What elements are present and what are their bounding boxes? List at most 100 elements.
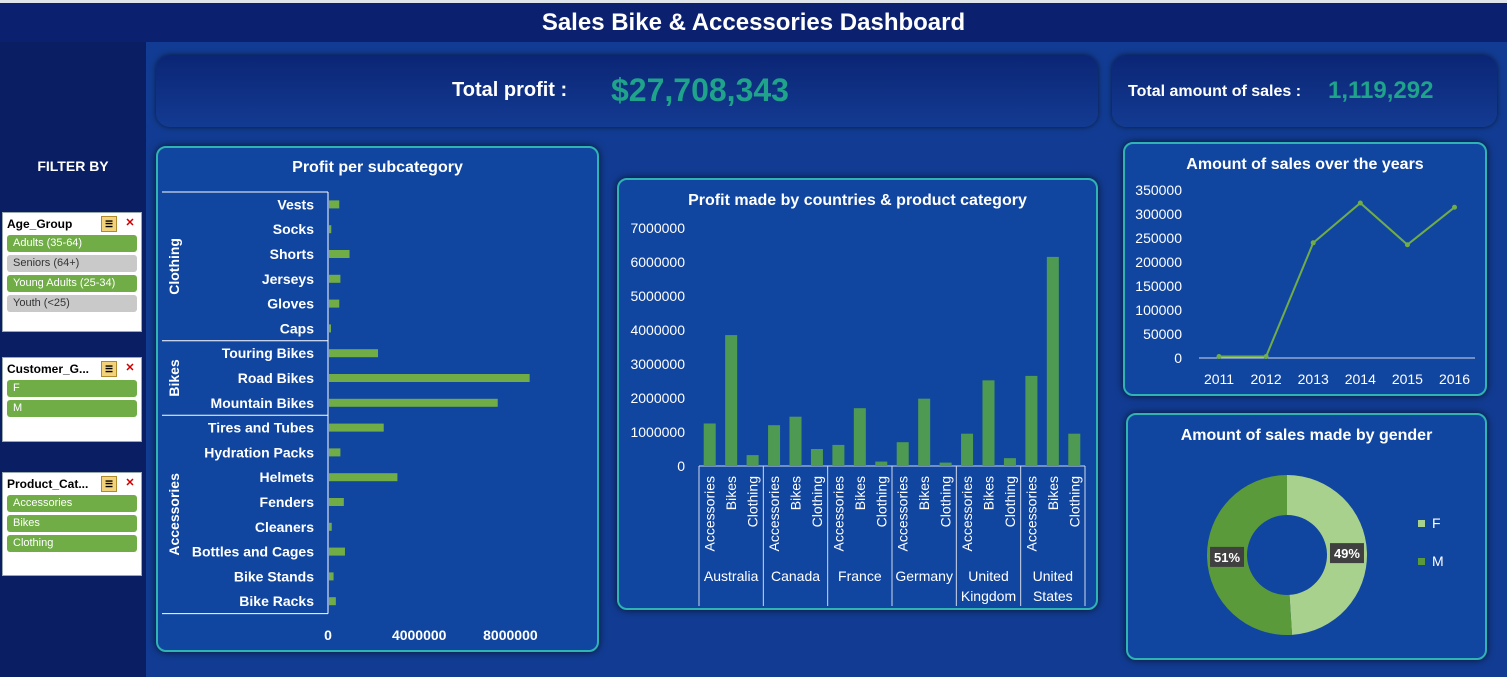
x-tick-label: 2015 (1392, 371, 1423, 387)
bar (789, 416, 802, 466)
bar (329, 423, 384, 432)
y-tick-label: 150000 (1135, 278, 1182, 294)
subcategory-label: Bikes (788, 476, 804, 510)
subcategory-label: Clothing (873, 476, 889, 527)
subcategory-label: Bikes (916, 476, 932, 510)
chart-title: Profit made by countries & product categ… (688, 192, 1027, 209)
y-tick-label: 350000 (1135, 182, 1182, 198)
bar (961, 433, 974, 466)
bar (329, 547, 345, 556)
category-label: Bottles and Cages (192, 544, 314, 560)
category-label: Tires and Tubes (208, 420, 314, 436)
slicer-item[interactable]: Accessories (7, 495, 137, 512)
country-label: United (968, 568, 1008, 584)
bar (329, 374, 530, 382)
bar (939, 462, 952, 466)
bar (329, 200, 340, 209)
data-point (1404, 242, 1410, 248)
bar (725, 335, 738, 466)
category-label: Mountain Bikes (211, 395, 315, 411)
donut-slice (1287, 475, 1367, 635)
bar (896, 442, 909, 466)
slicer-product-category[interactable]: Product_Cat... ☰ ✕ Accessories Bikes Clo… (2, 472, 142, 576)
country-label: Germany (895, 568, 953, 584)
y-tick-label: 5000000 (630, 288, 685, 304)
data-point (1216, 354, 1222, 360)
category-label: Jerseys (262, 271, 314, 287)
category-label: Hydration Packs (204, 444, 314, 460)
legend-label: F (1432, 515, 1441, 531)
slicer-item[interactable]: Youth (<25) (7, 295, 137, 312)
bar (329, 225, 332, 234)
panel-profit-subcategory: Profit per subcategory Vests Socks Shorts J… (156, 146, 599, 652)
category-label: Shorts (270, 246, 315, 262)
y-tick-label: 300000 (1135, 206, 1182, 222)
y-tick-label: 4000000 (630, 322, 685, 338)
bar (329, 324, 331, 333)
subcategory-label: Accessories (1023, 476, 1039, 551)
clear-filter-icon[interactable]: ✕ (125, 362, 135, 374)
slicer-item[interactable]: Young Adults (25-34) (7, 275, 137, 292)
data-label: 51% (1214, 550, 1240, 565)
category-label: Helmets (260, 469, 315, 485)
data-label: 49% (1334, 546, 1360, 561)
filter-by-heading: FILTER BY (37, 158, 109, 174)
data-point (1310, 240, 1316, 246)
legend-swatch (1418, 558, 1425, 565)
slicer-item[interactable]: Seniors (64+) (7, 255, 137, 272)
slicer-item[interactable]: Clothing (7, 535, 137, 552)
x-tick-label: 4000000 (392, 627, 447, 643)
clear-filter-icon[interactable]: ✕ (125, 217, 135, 229)
bar (810, 449, 823, 466)
bar (1025, 375, 1038, 466)
category-label: Bike Racks (239, 593, 314, 609)
bar (832, 444, 845, 466)
category-label: Cleaners (255, 519, 314, 535)
kpi-value: $27,708,343 (611, 72, 789, 108)
bar (329, 572, 334, 581)
slicer-age-group[interactable]: Age_Group ☰ ✕ Adults (35-64) Seniors (64… (2, 212, 142, 332)
subcategory-label: Accessories (959, 476, 975, 551)
chart-title: Amount of sales over the years (1186, 156, 1424, 173)
data-point (1452, 204, 1458, 210)
bar (703, 423, 716, 466)
y-tick-label: 0 (677, 458, 685, 474)
bar (768, 425, 781, 466)
bar (1068, 433, 1081, 466)
subcategory-label: Clothing (938, 476, 954, 527)
subcategory-label: Accessories (895, 476, 911, 551)
x-tick-label: 2016 (1439, 371, 1470, 387)
kpi-total-profit: Total profit : $27,708,343 (156, 55, 1098, 127)
subcategory-label: Bikes (1045, 476, 1061, 510)
country-label: Kingdom (961, 588, 1016, 604)
data-point (1263, 354, 1269, 360)
kpi-label: Total amount of sales : (1128, 83, 1302, 100)
bar (329, 398, 498, 407)
data-label-box (1329, 543, 1364, 564)
x-tick-label: 8000000 (483, 627, 538, 643)
multi-select-icon[interactable]: ☰ (101, 476, 117, 492)
y-tick-label: 200000 (1135, 254, 1182, 270)
slicer-item[interactable]: M (7, 400, 137, 417)
slicer-header: Product_Cat... ☰ ✕ (3, 473, 141, 495)
multi-select-icon[interactable]: ☰ (101, 361, 117, 377)
chart-title: Amount of sales made by gender (1180, 427, 1433, 444)
subcategory-label: Bikes (723, 476, 739, 510)
spreadsheet-grid-row (0, 0, 1507, 3)
slicer-item[interactable]: Adults (35-64) (7, 235, 137, 252)
slicer-title: Customer_G... (7, 362, 90, 376)
category-label: Gloves (267, 296, 314, 312)
category-label: Fenders (260, 494, 315, 510)
multi-select-icon[interactable]: ☰ (101, 216, 117, 232)
slicer-customer-gender[interactable]: Customer_G... ☰ ✕ F M (2, 357, 142, 442)
bar (1003, 458, 1016, 466)
slicer-item[interactable]: Bikes (7, 515, 137, 532)
panel-sales-gender: Amount of sales made by gender 49% 51% F M (1126, 413, 1487, 660)
panel-profit-countries: Profit made by countries & product categ… (617, 178, 1098, 610)
bar (329, 299, 340, 308)
subcategory-label: Bikes (852, 476, 868, 510)
slicer-item[interactable]: F (7, 380, 137, 397)
country-label: States (1033, 588, 1073, 604)
subcategory-chart: Vests Socks Shorts Jerseys Gloves Caps Clothin… (162, 191, 538, 643)
clear-filter-icon[interactable]: ✕ (125, 477, 135, 489)
